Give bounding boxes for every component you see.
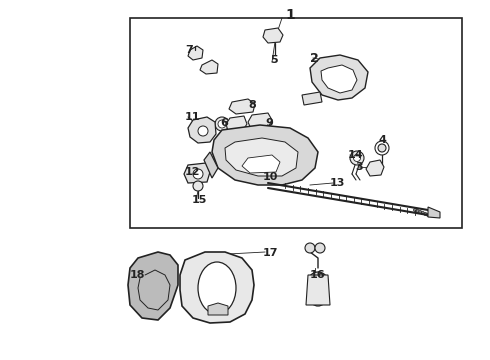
Polygon shape xyxy=(242,155,280,173)
Polygon shape xyxy=(306,275,330,305)
Polygon shape xyxy=(366,160,384,176)
Polygon shape xyxy=(204,152,218,178)
Circle shape xyxy=(314,294,322,302)
Circle shape xyxy=(193,169,203,179)
Text: 17: 17 xyxy=(263,248,278,258)
Polygon shape xyxy=(212,125,318,185)
Bar xyxy=(130,18,462,228)
Circle shape xyxy=(375,141,389,155)
Circle shape xyxy=(416,210,419,212)
Text: 6: 6 xyxy=(220,118,228,128)
Text: 11: 11 xyxy=(185,112,200,122)
Text: 14: 14 xyxy=(348,150,364,160)
Circle shape xyxy=(414,208,416,211)
Text: 9: 9 xyxy=(265,118,273,128)
Circle shape xyxy=(350,151,364,165)
Circle shape xyxy=(313,277,323,287)
Text: 8: 8 xyxy=(248,100,256,110)
Polygon shape xyxy=(200,60,218,74)
Text: 10: 10 xyxy=(263,172,278,182)
Polygon shape xyxy=(225,138,298,176)
Polygon shape xyxy=(226,116,247,131)
Circle shape xyxy=(424,212,427,216)
Text: 7: 7 xyxy=(185,45,193,55)
Polygon shape xyxy=(321,65,357,93)
Text: 3: 3 xyxy=(355,162,363,172)
Circle shape xyxy=(215,117,229,131)
Polygon shape xyxy=(428,207,440,218)
Circle shape xyxy=(315,243,325,253)
Circle shape xyxy=(378,144,386,152)
Polygon shape xyxy=(184,163,210,183)
Text: 16: 16 xyxy=(310,270,326,280)
Circle shape xyxy=(308,272,328,292)
Text: 5: 5 xyxy=(270,55,278,65)
Polygon shape xyxy=(188,117,216,143)
Ellipse shape xyxy=(198,262,236,314)
Text: 15: 15 xyxy=(192,195,207,205)
Circle shape xyxy=(305,243,315,253)
Text: 12: 12 xyxy=(185,167,200,177)
Circle shape xyxy=(353,154,361,162)
Polygon shape xyxy=(208,303,228,315)
Text: 1: 1 xyxy=(285,8,295,22)
Circle shape xyxy=(421,211,424,215)
Circle shape xyxy=(218,120,226,128)
Circle shape xyxy=(193,181,203,191)
Polygon shape xyxy=(229,99,255,114)
Polygon shape xyxy=(263,28,283,43)
Text: 2: 2 xyxy=(310,52,319,65)
Polygon shape xyxy=(302,92,322,105)
Text: 13: 13 xyxy=(330,178,345,188)
Polygon shape xyxy=(248,113,272,129)
Circle shape xyxy=(310,290,326,306)
Polygon shape xyxy=(180,252,254,323)
Text: 4: 4 xyxy=(378,135,386,145)
Circle shape xyxy=(198,126,208,136)
Circle shape xyxy=(426,213,430,216)
Circle shape xyxy=(418,211,422,213)
Text: 18: 18 xyxy=(130,270,146,280)
Polygon shape xyxy=(128,252,178,320)
Polygon shape xyxy=(310,55,368,100)
Polygon shape xyxy=(188,46,203,60)
